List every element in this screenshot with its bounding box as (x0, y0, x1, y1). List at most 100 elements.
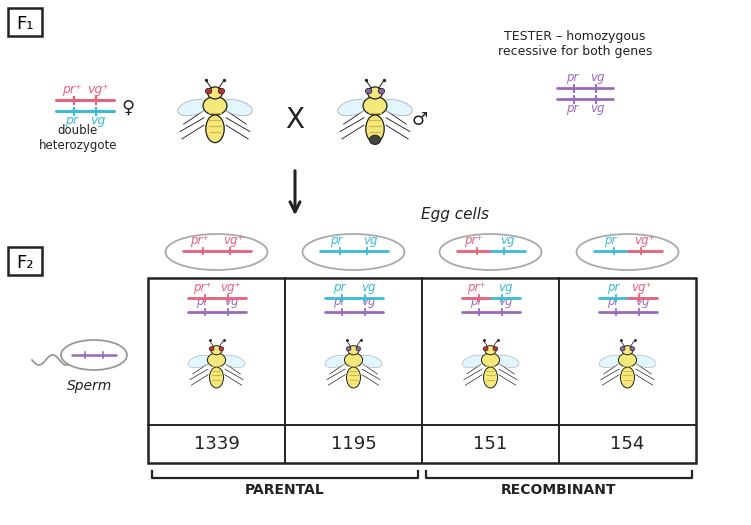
Text: Egg cells: Egg cells (421, 207, 489, 223)
Text: F₁: F₁ (17, 15, 34, 33)
Text: pr: pr (65, 114, 78, 127)
Ellipse shape (188, 355, 211, 367)
Text: vg: vg (500, 234, 514, 247)
Ellipse shape (493, 346, 498, 351)
Text: pr: pr (330, 234, 342, 247)
Text: vg: vg (635, 295, 650, 308)
Text: vg: vg (498, 281, 512, 294)
Text: vg: vg (90, 114, 106, 127)
Text: vg: vg (498, 295, 512, 308)
Ellipse shape (207, 353, 225, 367)
Text: double
heterozygote: double heterozygote (39, 124, 117, 152)
Text: pr: pr (566, 102, 578, 115)
Text: vg⁺: vg⁺ (632, 281, 653, 294)
Ellipse shape (622, 345, 633, 355)
Ellipse shape (379, 88, 385, 94)
Ellipse shape (338, 99, 368, 116)
Text: vg: vg (360, 281, 376, 294)
Text: pr⁺: pr⁺ (466, 281, 485, 294)
Ellipse shape (303, 234, 405, 270)
Ellipse shape (210, 367, 224, 388)
Ellipse shape (205, 88, 212, 94)
Ellipse shape (439, 234, 541, 270)
Text: pr⁺: pr⁺ (190, 234, 209, 247)
Text: vg⁺: vg⁺ (634, 234, 655, 247)
Ellipse shape (348, 345, 359, 355)
Ellipse shape (219, 88, 225, 94)
Text: pr: pr (605, 234, 617, 247)
FancyBboxPatch shape (8, 8, 42, 36)
Text: vg: vg (363, 234, 378, 247)
Text: F₂: F₂ (17, 254, 34, 272)
Ellipse shape (325, 355, 348, 367)
Text: vg: vg (98, 341, 112, 351)
Ellipse shape (178, 99, 208, 116)
Text: pr: pr (607, 295, 619, 308)
Ellipse shape (481, 353, 499, 367)
Text: TESTER – homozygous
recessive for both genes: TESTER – homozygous recessive for both g… (498, 30, 652, 58)
Text: vg⁺: vg⁺ (87, 82, 109, 96)
Text: vg: vg (590, 102, 605, 115)
Ellipse shape (366, 115, 385, 143)
Bar (148, 278, 696, 463)
Text: 1195: 1195 (330, 435, 376, 453)
Text: pr: pr (77, 341, 89, 351)
Ellipse shape (356, 346, 360, 351)
Text: ♀: ♀ (122, 99, 134, 117)
Ellipse shape (206, 115, 225, 143)
Text: pr⁺: pr⁺ (464, 234, 483, 247)
Ellipse shape (203, 97, 227, 115)
Text: Sperm: Sperm (68, 379, 113, 393)
Text: pr: pr (607, 281, 619, 294)
Ellipse shape (165, 234, 267, 270)
Ellipse shape (462, 355, 485, 367)
Ellipse shape (345, 353, 363, 367)
Text: pr⁺: pr⁺ (62, 82, 82, 96)
Ellipse shape (359, 355, 382, 367)
Ellipse shape (222, 355, 245, 367)
Ellipse shape (211, 345, 222, 355)
Text: vg: vg (224, 295, 238, 308)
Ellipse shape (369, 135, 381, 144)
Text: vg: vg (590, 70, 605, 83)
Ellipse shape (485, 345, 496, 355)
Text: pr: pr (333, 281, 345, 294)
Ellipse shape (484, 367, 497, 388)
Ellipse shape (620, 346, 625, 351)
Text: pr: pr (333, 295, 345, 308)
Ellipse shape (222, 99, 252, 116)
Ellipse shape (219, 346, 224, 351)
Text: pr: pr (566, 70, 578, 83)
Ellipse shape (618, 353, 637, 367)
Ellipse shape (365, 88, 372, 94)
Text: 1339: 1339 (194, 435, 240, 453)
Ellipse shape (630, 346, 635, 351)
Text: 154: 154 (611, 435, 644, 453)
Text: pr: pr (196, 295, 208, 308)
Text: vg: vg (360, 295, 376, 308)
Ellipse shape (346, 346, 351, 351)
Text: vg⁺: vg⁺ (221, 281, 241, 294)
Ellipse shape (363, 97, 387, 115)
Text: 151: 151 (473, 435, 508, 453)
Text: X: X (285, 106, 304, 134)
Ellipse shape (620, 367, 635, 388)
Text: vg⁺: vg⁺ (223, 234, 244, 247)
Ellipse shape (599, 355, 623, 367)
Ellipse shape (61, 340, 127, 370)
Ellipse shape (632, 355, 656, 367)
FancyBboxPatch shape (8, 247, 42, 275)
Ellipse shape (483, 346, 488, 351)
Text: pr: pr (470, 295, 482, 308)
Text: pr⁺: pr⁺ (193, 281, 211, 294)
Text: PARENTAL: PARENTAL (245, 483, 325, 497)
Text: RECOMBINANT: RECOMBINANT (501, 483, 617, 497)
Ellipse shape (346, 367, 360, 388)
Text: ♂: ♂ (412, 111, 428, 129)
Ellipse shape (496, 355, 519, 367)
Ellipse shape (209, 346, 214, 351)
Ellipse shape (368, 87, 382, 99)
Ellipse shape (382, 99, 412, 116)
Ellipse shape (577, 234, 678, 270)
Ellipse shape (207, 87, 222, 99)
